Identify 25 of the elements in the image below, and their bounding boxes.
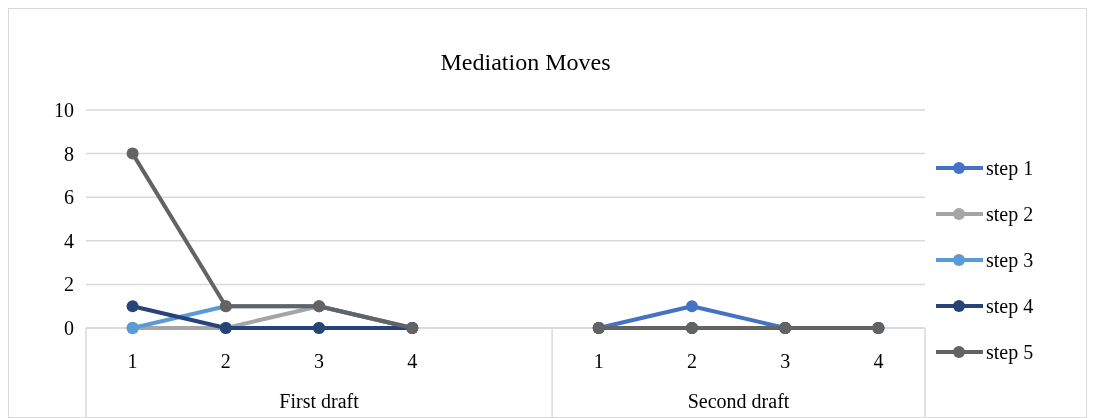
x-tick-label: 2 <box>220 350 231 372</box>
y-tick-label: 6 <box>64 186 74 209</box>
legend-label: step 1 <box>986 157 1034 180</box>
x-tick-label: 3 <box>780 350 791 372</box>
point <box>685 300 698 313</box>
chart-title: Mediation Moves <box>440 49 611 75</box>
x-tick-label: 4 <box>873 350 884 372</box>
x-tick-label: 2 <box>686 350 697 372</box>
y-tick-label: 4 <box>64 229 74 252</box>
text: Second draft <box>687 390 790 412</box>
legend-label: step 5 <box>986 341 1034 364</box>
x-tick-label: 4 <box>407 350 418 372</box>
y-tick-label: 10 <box>54 99 74 121</box>
y-tick-label: 2 <box>64 273 74 296</box>
x-tick-label: 1 <box>593 350 604 372</box>
legend-label: step 4 <box>986 295 1034 318</box>
text: First draft <box>279 390 360 412</box>
point <box>126 300 139 313</box>
y-tick-label: 8 <box>64 142 74 165</box>
x-tick-label: 1 <box>127 350 138 372</box>
y-tick-label: 0 <box>64 317 74 339</box>
legend-label: step 3 <box>986 249 1034 272</box>
legend-label: step 2 <box>986 203 1034 226</box>
x-tick-label: 3 <box>314 350 325 372</box>
point <box>126 147 139 160</box>
